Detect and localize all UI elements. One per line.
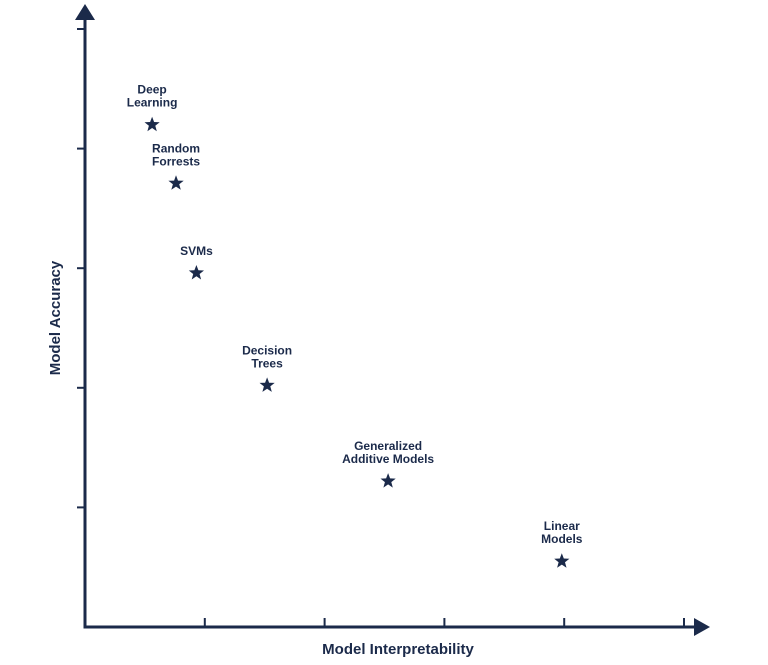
star-marker	[554, 553, 570, 568]
star-marker	[259, 377, 275, 392]
star-marker	[188, 265, 204, 280]
y-axis-label: Model Accuracy	[47, 260, 64, 375]
point-label: Additive Models	[342, 452, 434, 466]
point-label: Learning	[127, 96, 178, 110]
axes	[75, 4, 710, 636]
star-marker	[144, 116, 160, 132]
point-label: Deep	[137, 83, 166, 97]
x-axis-arrow	[694, 618, 710, 636]
point-label: SVMs	[180, 244, 213, 258]
star-marker	[380, 473, 396, 488]
point-label: Trees	[251, 356, 283, 370]
point-label: Forrests	[152, 154, 200, 168]
point-label: Random	[152, 141, 200, 155]
point-label: Linear	[544, 519, 580, 533]
point-label: Generalized	[354, 439, 422, 453]
x-axis-label: Model Interpretability	[322, 641, 474, 658]
y-axis-arrow	[75, 4, 95, 20]
star-marker	[168, 175, 184, 190]
point-label: Decision	[242, 343, 292, 357]
point-label: Models	[541, 532, 583, 546]
